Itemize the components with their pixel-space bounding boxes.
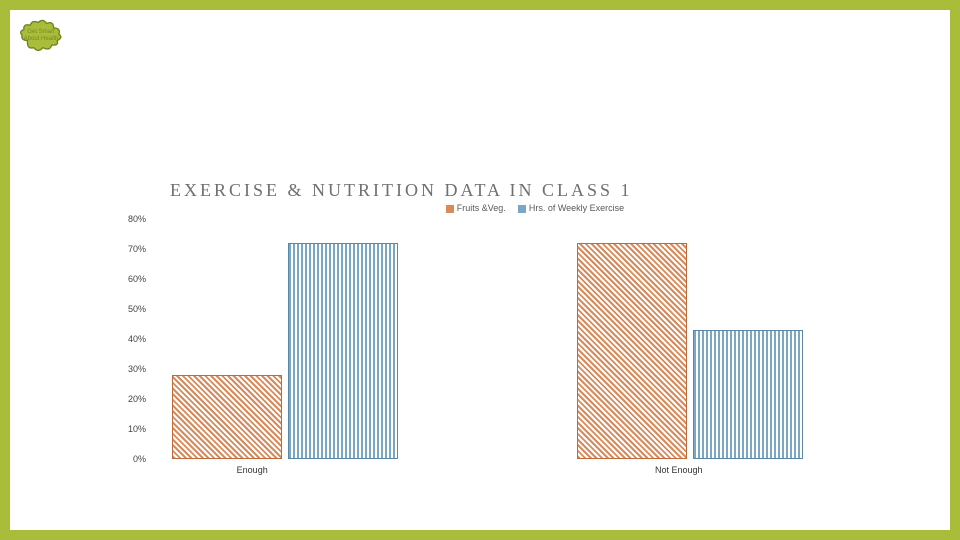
bar: [288, 243, 398, 459]
y-tick-label: 40%: [110, 334, 146, 344]
slide-frame: Get Smart About Health EXERCISE & NUTRIT…: [0, 0, 960, 540]
chart-legend: Fruits &Veg. Hrs. of Weekly Exercise: [70, 203, 900, 213]
bar-group: [577, 243, 803, 459]
y-tick-label: 30%: [110, 364, 146, 374]
bar: [577, 243, 687, 459]
y-tick-label: 80%: [110, 214, 146, 224]
legend-item: Hrs. of Weekly Exercise: [518, 203, 624, 213]
y-tick-label: 60%: [110, 274, 146, 284]
bar: [693, 330, 803, 459]
chart-plot-area: 0%10%20%30%40%50%60%70%80%: [110, 219, 900, 459]
bar-group: [172, 243, 398, 459]
y-tick-label: 50%: [110, 304, 146, 314]
logo-text: Get Smart About Health: [18, 18, 64, 54]
x-axis-labels: Enough Not Enough: [110, 459, 900, 479]
legend-item: Fruits &Veg.: [446, 203, 506, 213]
y-tick-label: 70%: [110, 244, 146, 254]
y-tick-label: 20%: [110, 394, 146, 404]
legend-swatch: [446, 205, 454, 213]
chart-container: EXERCISE & NUTRITION DATA IN CLASS 1 Fru…: [70, 180, 900, 490]
x-tick-label: Not Enough: [655, 465, 703, 475]
x-tick-label: Enough: [237, 465, 268, 475]
chart-title: EXERCISE & NUTRITION DATA IN CLASS 1: [70, 180, 900, 201]
bar: [172, 375, 282, 459]
legend-swatch: [518, 205, 526, 213]
logo-cloud-badge: Get Smart About Health: [18, 18, 64, 54]
y-tick-label: 10%: [110, 424, 146, 434]
chart-bars: [150, 219, 900, 459]
